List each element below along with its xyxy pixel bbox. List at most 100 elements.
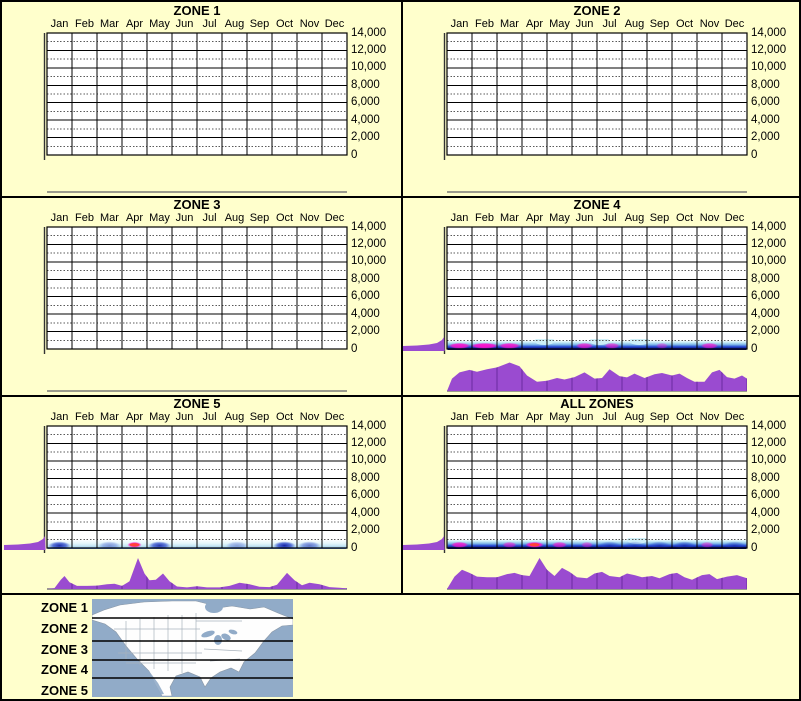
monthly-area-chart: [47, 558, 347, 589]
panel-title: ZONE 5: [173, 396, 221, 411]
x-axis-month-label: Apr: [125, 212, 144, 224]
x-axis-month-label: Feb: [75, 411, 94, 423]
chart-panel-zone-2: ZONE 2 Jan Feb Mar Apr May Jun Jul Aug Sep Oct Nov D…: [401, 2, 799, 194]
y-axis-tick-label: 0: [351, 148, 358, 161]
map-baja-inlet: [146, 671, 164, 695]
y-axis-tick-label: 12,000: [351, 43, 387, 56]
y-axis-tick-label: 14,000: [751, 26, 787, 39]
chart-panel-zone-5: ZONE 5 Jan Feb Mar Apr May Jun Jul Aug Sep Oct Nov D…: [2, 395, 399, 591]
left-spill-area: [4, 536, 46, 550]
x-axis-month-label: Aug: [224, 18, 245, 30]
y-axis-tick-label: 6,000: [351, 489, 380, 502]
x-axis-month-label: May: [149, 18, 170, 30]
y-axis-tick-label: 12,000: [351, 237, 387, 250]
x-axis-month-label: Mar: [500, 18, 519, 30]
x-axis-month-label: Nov: [299, 411, 320, 423]
x-axis-month-label: Sep: [249, 411, 270, 423]
x-axis-month-label: Oct: [275, 411, 294, 423]
y-axis-tick-label: 14,000: [351, 419, 387, 432]
panel-divider-vertical: [401, 2, 403, 593]
plot-area: [403, 425, 748, 590]
monthly-area-chart: [447, 362, 747, 391]
x-axis-month-label: Aug: [624, 411, 645, 423]
y-axis-tick-label: 6,000: [351, 290, 380, 303]
x-axis-month-label: May: [149, 411, 170, 423]
legend-label-zone-4: ZONE 4: [41, 662, 88, 678]
y-axis-tick-label: 6,000: [751, 290, 780, 303]
y-axis-tick-label: 0: [751, 342, 758, 355]
y-axis-tick-label: 0: [351, 541, 358, 554]
x-axis-month-label: May: [549, 411, 570, 423]
x-axis-month-label: Nov: [299, 212, 320, 224]
x-axis-month-label: Jul: [202, 18, 217, 30]
x-axis-month-label: Sep: [249, 212, 270, 224]
x-axis-month-label: May: [149, 212, 170, 224]
y-axis-tick-label: 10,000: [751, 255, 787, 268]
x-axis-month-label: May: [549, 212, 570, 224]
panel-title: ZONE 3: [173, 197, 221, 212]
monthly-area-chart: [447, 558, 747, 589]
y-axis-tick-label: 12,000: [751, 237, 787, 250]
plot-area: [43, 32, 348, 193]
y-axis-tick-label: 8,000: [751, 471, 780, 484]
x-axis-month-label: Jul: [602, 212, 617, 224]
us-zone-map: [91, 599, 294, 697]
y-axis-tick-label: 2,000: [351, 325, 380, 338]
left-spill-area: [403, 337, 445, 351]
y-axis-tick-label: 4,000: [751, 307, 780, 320]
plot-area: [403, 226, 748, 392]
x-axis-month-label: Feb: [475, 212, 494, 224]
x-axis-month-label: Aug: [624, 212, 645, 224]
panel-divider-horizontal-1: [2, 196, 799, 198]
y-axis-tick-label: 8,000: [751, 272, 780, 285]
x-axis-month-label: Jan: [450, 212, 469, 224]
y-axis-tick-label: 4,000: [351, 307, 380, 320]
map-great-lakes: [201, 629, 238, 645]
y-axis-tick-label: 10,000: [351, 454, 387, 467]
panel-title: ALL ZONES: [560, 396, 634, 411]
y-axis-tick-label: 4,000: [751, 506, 780, 519]
y-axis-tick-label: 2,000: [751, 325, 780, 338]
x-axis-month-label: Oct: [275, 18, 294, 30]
legend-label-zone-1: ZONE 1: [41, 600, 88, 615]
x-axis-month-label: Jan: [450, 411, 469, 423]
x-axis-month-label: Mar: [100, 411, 119, 423]
x-axis-month-label: Mar: [100, 212, 119, 224]
y-axis-tick-label: 2,000: [351, 524, 380, 537]
y-axis-tick-label: 8,000: [351, 471, 380, 484]
x-axis-month-label: Jul: [202, 411, 217, 423]
y-axis-tick-label: 6,000: [351, 96, 380, 109]
x-axis-month-label: Nov: [699, 411, 720, 423]
plot-area: [443, 32, 748, 193]
y-axis-tick-label: 12,000: [751, 436, 787, 449]
x-axis-month-label: Apr: [525, 411, 544, 423]
x-axis-month-label: Apr: [525, 18, 544, 30]
x-axis-month-label: Jan: [450, 18, 469, 30]
x-axis-month-label: Mar: [500, 212, 519, 224]
x-axis-month-label: Jun: [175, 212, 194, 224]
y-axis-tick-label: 8,000: [751, 78, 780, 91]
left-spill-area: [403, 536, 445, 550]
y-axis-tick-label: 14,000: [351, 220, 387, 233]
y-axis-tick-label: 14,000: [751, 220, 787, 233]
panel-divider-horizontal-3: [2, 593, 799, 595]
y-axis-tick-label: 2,000: [751, 131, 780, 144]
legend-label-zone-2: ZONE 2: [41, 620, 88, 636]
x-axis-month-label: Mar: [100, 18, 119, 30]
x-axis-month-label: Apr: [125, 411, 144, 423]
x-axis-month-label: Sep: [649, 212, 670, 224]
y-axis-tick-label: 6,000: [751, 96, 780, 109]
y-axis-tick-label: 4,000: [751, 113, 780, 126]
zone-boundary-lines: [92, 617, 293, 679]
chart-panel-all-zones: ALL ZONES Jan Feb Mar Apr May Jun Jul Aug Sep Oct N…: [401, 395, 799, 591]
y-axis-tick-label: 2,000: [351, 131, 380, 144]
x-axis-month-label: Dec: [724, 18, 745, 30]
x-axis-month-label: Mar: [500, 411, 519, 423]
chart-panel-zone-1: ZONE 1 Jan Feb Mar Apr May Jun Jul Aug Sep Oct Nov D…: [2, 2, 399, 194]
x-axis-month-label: Jun: [575, 18, 594, 30]
x-axis-month-label: Oct: [675, 411, 694, 423]
y-axis-tick-label: 10,000: [351, 255, 387, 268]
x-axis-month-label: Sep: [649, 411, 670, 423]
zone-legend: ZONE 1 ZONE 2 ZONE 3 ZONE 4 ZONE 5: [2, 595, 402, 699]
